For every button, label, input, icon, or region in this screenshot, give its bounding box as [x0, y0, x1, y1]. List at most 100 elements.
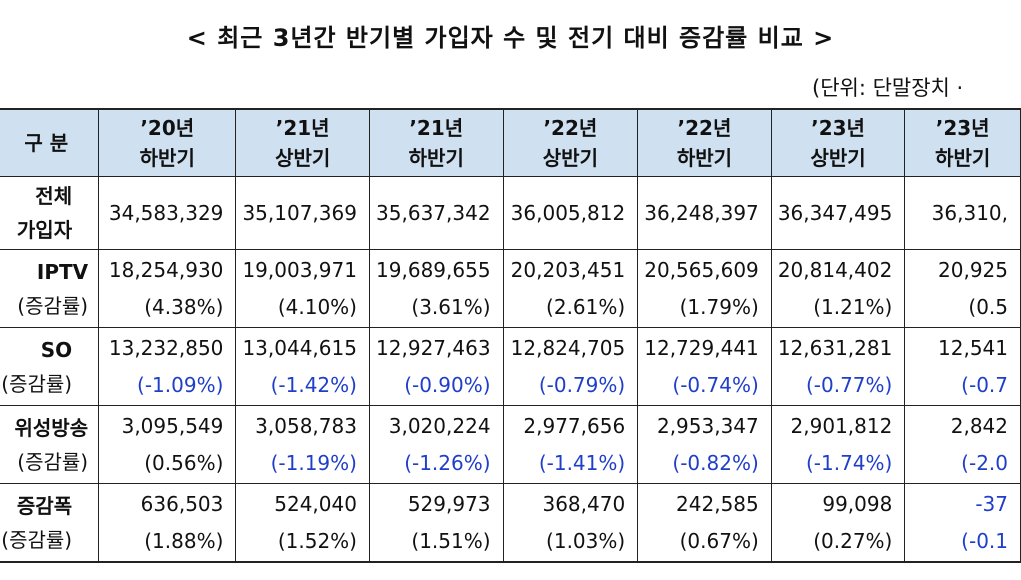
- cell-rate: (3.61%): [411, 294, 491, 319]
- cell-value: 2,953,347: [656, 413, 759, 438]
- period-half: 상반기: [275, 146, 331, 170]
- unit-note: (단위: 단말장치 ·: [812, 76, 964, 100]
- period-header: ’21년 상반기: [235, 108, 370, 177]
- cell-rate: (1.88%): [144, 528, 224, 553]
- table-row: IPTV (증감률) 18,254,930 (4.38%) 19,003,971 (4.1…: [0, 249, 1021, 328]
- cell-rate: (-2.0: [961, 450, 1008, 475]
- cell-rate: (1.21%): [813, 294, 893, 319]
- cell-value: 3,020,224: [388, 413, 491, 438]
- cell-rate: (-0.82%): [672, 450, 759, 475]
- cell-value: 34,583,329: [108, 200, 224, 225]
- cell-value: 20,814,402: [777, 257, 893, 282]
- cell-value: 19,003,971: [242, 257, 357, 282]
- table-cell: 36,005,812: [502, 176, 639, 250]
- cell-rate: (1.03%): [546, 528, 626, 553]
- cell-value: 368,470: [542, 491, 626, 516]
- period-year: ’20년: [140, 116, 195, 140]
- row-label: 위성방송: [14, 415, 89, 440]
- table-cell: 99,098 (0.27%): [770, 483, 906, 563]
- period-half: 상반기: [810, 146, 866, 170]
- cell-rate: (1.79%): [679, 294, 759, 319]
- row-sublabel: (증감률): [1, 527, 73, 552]
- period-header: ’22년 하반기: [637, 108, 772, 177]
- cell-value: 636,503: [140, 491, 224, 516]
- period-half: 하반기: [935, 146, 991, 170]
- table-cell: 36,347,495: [770, 176, 906, 250]
- table-row: 전체 가입자 34,583,329 35,107,369 35,637,342 36,00…: [0, 176, 1021, 250]
- cell-value: 12,927,463: [376, 335, 491, 360]
- table-cell: 636,503 (1.88%): [98, 483, 237, 563]
- table-cell: 18,254,930 (4.38%): [98, 249, 237, 328]
- row-header: IPTV (증감률): [0, 249, 100, 328]
- table-cell: 3,020,224 (-1.26%): [368, 405, 504, 484]
- cell-value: 3,095,549: [121, 413, 224, 438]
- table-cell: 2,901,812 (-1.74%): [770, 405, 906, 484]
- cell-rate: (0.67%): [679, 528, 759, 553]
- row-header: 위성방송 (증감률): [0, 405, 100, 484]
- table-cell: 2,977,656 (-1.41%): [502, 405, 639, 484]
- cell-rate: (-0.79%): [538, 372, 626, 397]
- table-header-row: 구 분 ’20년 하반기 ’21년 상반기 ’21년 하반기 ’22년 상반기 ’22년 하반기’…: [0, 108, 1021, 177]
- row-sublabel: 가입자: [16, 218, 73, 242]
- cell-value: 36,005,812: [510, 200, 626, 225]
- table-cell: 529,973 (1.51%): [368, 483, 504, 563]
- cell-rate: (-0.74%): [672, 372, 759, 397]
- table-cell: 20,925 (0.5: [904, 249, 1021, 328]
- cell-rate: (1.52%): [277, 528, 357, 553]
- table-cell: 12,824,705 (-0.79%): [502, 327, 639, 406]
- table-cell: 34,583,329: [98, 176, 237, 250]
- period-header: ’23년 상반기: [770, 108, 906, 177]
- cell-rate: (1.51%): [411, 528, 491, 553]
- table-row: SO (증감률) 13,232,850 (-1.09%) 13,044,615 (-1.4…: [0, 327, 1021, 406]
- table-cell: 20,203,451 (2.61%): [502, 249, 639, 328]
- table-cell: 20,814,402 (1.21%): [770, 249, 906, 328]
- table-cell: 12,927,463 (-0.90%): [368, 327, 504, 406]
- cell-rate: (2.61%): [546, 294, 626, 319]
- period-half: 하반기: [408, 146, 464, 170]
- table-row: 위성방송 (증감률) 3,095,549 (0.56%) 3,058,783 (-1.19…: [0, 405, 1021, 484]
- cell-value: 36,310,: [931, 200, 1008, 225]
- cell-value: 35,107,369: [242, 200, 357, 225]
- cell-rate: (-0.90%): [404, 372, 491, 397]
- row-header: 증감폭 (증감률): [0, 483, 100, 563]
- row-label: 전체: [35, 184, 73, 208]
- cell-rate: (-1.19%): [270, 450, 357, 475]
- cell-value: 20,203,451: [510, 257, 626, 282]
- cell-value: 19,689,655: [376, 257, 491, 282]
- table-cell: -37 (-0.1: [904, 483, 1021, 563]
- table-cell: 12,541 (-0.7: [904, 327, 1021, 406]
- cell-value: 12,729,441: [644, 335, 759, 360]
- table-row: 증감폭 (증감률) 636,503 (1.88%) 524,040 (1.52%) 529,…: [0, 483, 1021, 563]
- table-cell: 242,585 (0.67%): [637, 483, 772, 563]
- cell-value: 2,977,656: [523, 413, 626, 438]
- table-cell: 35,107,369: [235, 176, 370, 250]
- cell-value: 3,058,783: [255, 413, 357, 438]
- row-label: 증감폭: [16, 493, 73, 518]
- cell-rate: (-0.7: [961, 372, 1008, 397]
- row-sublabel: (증감률): [17, 449, 89, 474]
- table-cell: 3,058,783 (-1.19%): [235, 405, 370, 484]
- cell-value: 2,842: [950, 413, 1008, 438]
- cell-value: 20,565,609: [644, 257, 759, 282]
- table-cell: 2,953,347 (-0.82%): [637, 405, 772, 484]
- table-cell: 3,095,549 (0.56%): [98, 405, 237, 484]
- cell-value: -37: [975, 491, 1008, 516]
- row-label: IPTV: [36, 259, 89, 284]
- period-half: 상반기: [542, 146, 598, 170]
- cell-rate: (-0.1: [961, 528, 1008, 553]
- period-year: ’23년: [935, 116, 990, 140]
- cell-rate: (4.10%): [277, 294, 357, 319]
- cell-value: 18,254,930: [108, 257, 224, 282]
- period-year: ’22년: [543, 116, 598, 140]
- table-cell: 20,565,609 (1.79%): [637, 249, 772, 328]
- row-sublabel: (증감률): [17, 293, 89, 318]
- table-cell: 12,631,281 (-0.77%): [770, 327, 906, 406]
- cell-value: 12,541: [938, 335, 1008, 360]
- period-year: ’21년: [409, 116, 464, 140]
- table-cell: 368,470 (1.03%): [502, 483, 639, 563]
- table-cell: 36,310,: [904, 176, 1021, 250]
- period-header: ’20년 하반기: [98, 108, 237, 177]
